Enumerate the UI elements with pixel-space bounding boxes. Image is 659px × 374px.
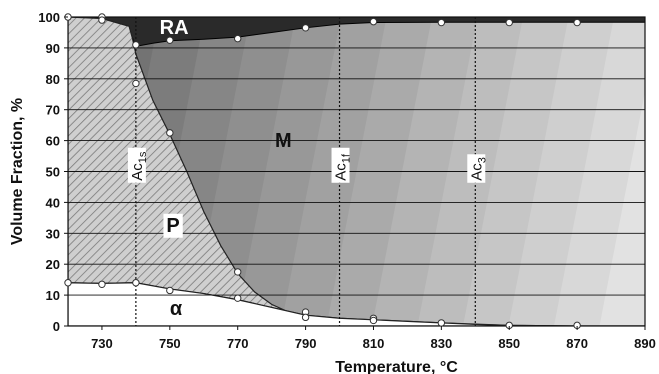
- x-tick-label: 870: [566, 336, 588, 351]
- region-label-p: P: [166, 215, 179, 237]
- x-tick-label: 810: [363, 336, 385, 351]
- x-tick-label: 750: [159, 336, 181, 351]
- x-tick-label: 790: [295, 336, 317, 351]
- data-marker: [369, 316, 378, 325]
- y-tick-label: 30: [46, 226, 60, 241]
- critical-label-main: Ac: [333, 163, 350, 181]
- critical-label-text: Ac3: [468, 157, 488, 181]
- y-tick-label: 100: [38, 10, 60, 25]
- critical-label-text: Ac1f: [333, 153, 353, 181]
- y-tick-label: 70: [46, 103, 60, 118]
- critical-label: Ac3: [467, 154, 488, 183]
- y-tick-label: 40: [46, 195, 60, 210]
- data-marker: [234, 268, 242, 276]
- critical-label-bg: [467, 154, 486, 183]
- y-tick-label: 20: [46, 257, 60, 272]
- data-marker: [98, 280, 106, 288]
- data-marker: [166, 129, 174, 137]
- y-tick-label: 80: [46, 72, 60, 87]
- martensite-band: [645, 17, 659, 326]
- data-marker: [132, 279, 140, 287]
- y-axis-ticks: 0 10 20 30 40 50 60 70 80 90 100: [38, 10, 68, 334]
- critical-label-sub: 3: [476, 157, 488, 163]
- critical-label: Ac1s: [127, 147, 149, 183]
- y-tick-label: 10: [46, 288, 60, 303]
- martensite-band: [599, 91, 645, 326]
- region-label-m: M: [275, 130, 292, 152]
- area-ferrite: [68, 282, 645, 326]
- data-marker: [437, 18, 446, 27]
- x-tick-label: 850: [498, 336, 520, 351]
- data-marker: [98, 16, 106, 24]
- y-tick-label: 0: [53, 319, 60, 334]
- x-tick-label: 890: [634, 336, 656, 351]
- y-tick-label: 50: [46, 165, 60, 180]
- data-marker: [573, 18, 581, 27]
- x-tick-label: 730: [91, 336, 113, 351]
- data-marker: [166, 36, 174, 44]
- y-tick-label: 90: [46, 41, 60, 56]
- y-axis-title: Volume Fraction, %: [9, 98, 26, 245]
- data-marker: [132, 41, 140, 49]
- region-label-alpha: α: [170, 298, 183, 320]
- data-marker: [301, 24, 310, 32]
- region-label-bg: [163, 213, 183, 238]
- x-tick-label: 770: [227, 336, 249, 351]
- region-label-ra: RA: [160, 17, 189, 39]
- critical-label-bg: [331, 147, 350, 183]
- data-marker: [166, 286, 174, 295]
- data-marker: [234, 294, 242, 302]
- critical-label-sub: 1f: [341, 153, 353, 163]
- data-marker: [132, 79, 140, 88]
- data-marker: [301, 313, 310, 322]
- critical-label-sub: 1s: [137, 151, 149, 163]
- data-marker: [437, 319, 446, 327]
- critical-label-text: Ac1s: [129, 151, 149, 181]
- x-axis-title: Temperature, °C: [335, 359, 458, 374]
- x-tick-label: 830: [431, 336, 453, 351]
- x-axis-ticks: 730 750 770 790 810 830 850 870 890: [91, 326, 656, 351]
- data-marker: [505, 18, 513, 27]
- critical-label-main: Ac: [468, 163, 485, 181]
- data-marker: [369, 17, 378, 26]
- critical-label-main: Ac: [129, 163, 146, 181]
- critical-label: Ac1f: [331, 147, 353, 183]
- data-marker: [64, 279, 72, 287]
- y-tick-label: 60: [46, 134, 60, 149]
- data-marker: [234, 34, 242, 43]
- critical-label-bg: [127, 147, 146, 183]
